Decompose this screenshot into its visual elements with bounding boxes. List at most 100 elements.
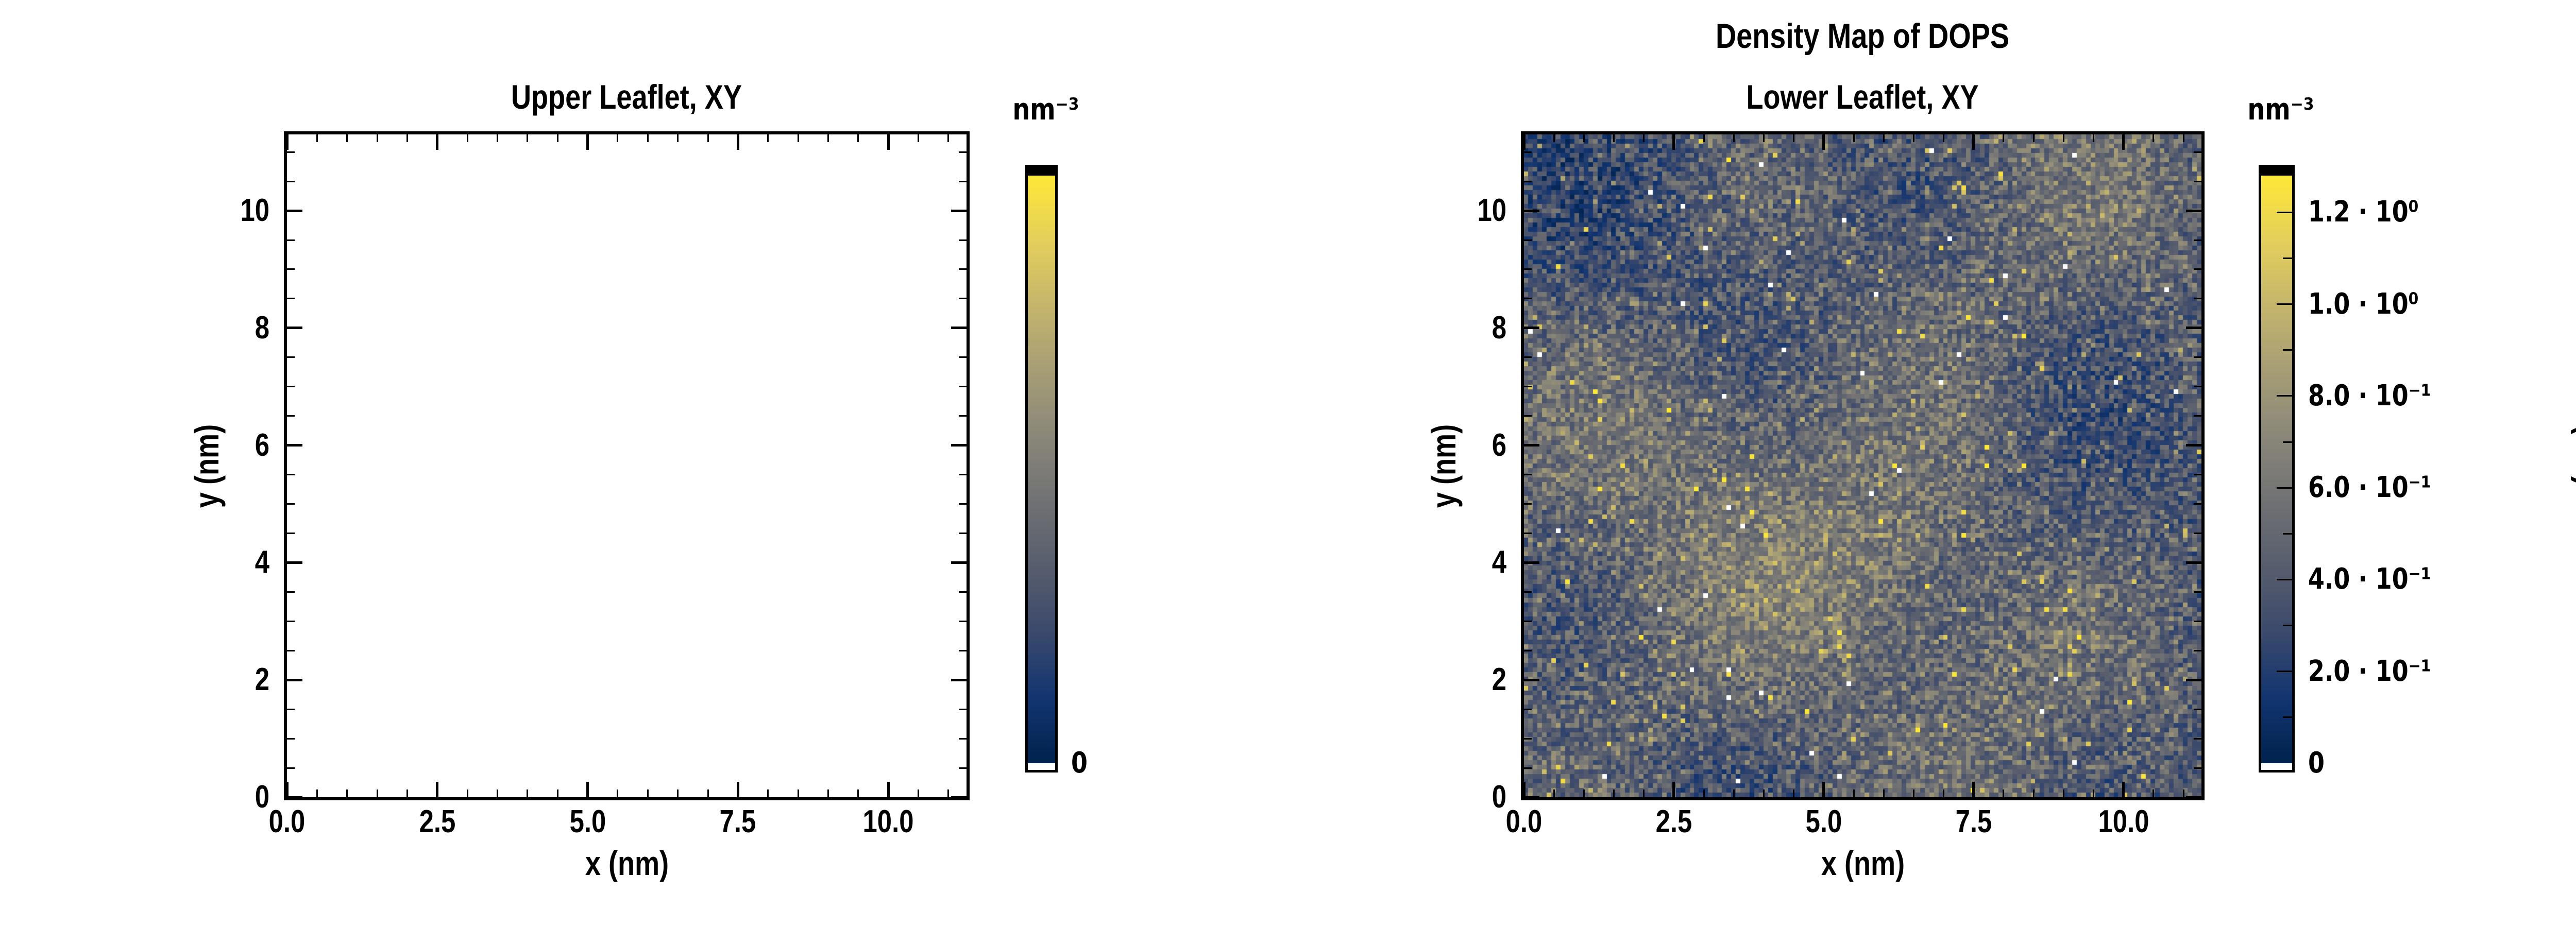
colorbar-tick <box>2277 487 2292 489</box>
y-axis-tick-right <box>959 737 967 740</box>
panel-title: Upper Leaflet, XY <box>511 78 742 116</box>
y-axis-tick-right <box>2186 796 2201 799</box>
y-axis-tick-right <box>959 591 967 593</box>
y-axis-tick <box>287 767 295 769</box>
x-axis-tick <box>1553 789 1555 797</box>
x-axis-tick-top <box>1793 134 1795 142</box>
y-axis-tick-right <box>959 298 967 300</box>
y-axis-tick-right <box>2194 239 2201 241</box>
x-axis-tick-top <box>707 134 709 142</box>
x-axis-tick-top <box>1522 134 1526 150</box>
y-axis-tick-right <box>2194 737 2201 740</box>
x-axis-tick <box>497 789 499 797</box>
y-tick-label: 8 <box>255 310 269 346</box>
y-axis-tick <box>1524 591 1532 593</box>
x-axis-tick <box>285 782 289 797</box>
y-axis-tick-right <box>2194 649 2201 651</box>
y-axis-tick <box>287 620 295 622</box>
y-axis-tick <box>287 298 295 300</box>
colorbar-tick-label: 8.0 · 10⁻¹ <box>2308 379 2432 413</box>
x-axis-tick <box>376 789 378 797</box>
y-tick-label: 2 <box>1492 662 1506 698</box>
y-axis-tick-right <box>959 767 967 769</box>
colorbar-gradient <box>1028 176 1055 763</box>
x-axis-tick-top <box>1613 134 1615 142</box>
y-axis-tick <box>1524 474 1532 476</box>
x-axis-tick-top <box>2153 134 2155 142</box>
x-axis-tick <box>827 789 829 797</box>
colorbar-tick <box>2277 578 2292 580</box>
x-axis-tick-top <box>617 134 619 142</box>
colorbar-tick <box>2277 671 2292 673</box>
x-axis-tick-top <box>527 134 529 142</box>
x-axis-tick-top <box>466 134 468 142</box>
y-axis-tick <box>1524 151 1532 153</box>
x-tick-label: 5.0 <box>1805 804 1842 839</box>
y-axis-tick-right <box>2186 327 2201 330</box>
heatmap-canvas <box>287 134 967 797</box>
heatmap-canvas <box>1524 134 2201 797</box>
y-axis-tick-right <box>959 386 967 388</box>
y-axis-tick <box>287 561 302 564</box>
y-axis-tick <box>287 796 302 799</box>
y-axis-tick-right <box>959 151 967 153</box>
y-axis-tick-right <box>951 209 967 212</box>
x-axis-tick-top <box>887 134 890 150</box>
x-axis-tick-top <box>736 134 739 150</box>
x-axis-tick <box>586 782 589 797</box>
x-tick-label: 10.0 <box>862 804 914 839</box>
x-axis-tick-top <box>1883 134 1885 142</box>
panel-title: Lower Leaflet, XY <box>1746 78 1979 116</box>
colorbar-unit-label: nm⁻³ <box>2247 92 2314 127</box>
y-axis-tick <box>287 444 302 447</box>
x-axis-tick <box>1733 789 1735 797</box>
x-axis-tick <box>1762 789 1765 797</box>
y-axis-tick-right <box>2194 532 2201 534</box>
x-axis-tick-top <box>827 134 829 142</box>
y-axis-tick <box>1524 737 1532 740</box>
y-axis-tick <box>1524 532 1532 534</box>
y-axis-tick-right <box>951 444 967 447</box>
y-axis-tick-right <box>959 474 967 476</box>
colorbar-tick-label: 4.0 · 10⁻¹ <box>2308 562 2432 596</box>
x-axis-tick <box>767 789 769 797</box>
x-axis-tick <box>2153 789 2155 797</box>
y-axis-tick-right <box>2194 180 2201 182</box>
x-axis-tick <box>2093 789 2095 797</box>
y-tick-label: −2 <box>2528 590 2576 622</box>
x-axis-tick <box>1703 789 1705 797</box>
x-tick-label: 2.5 <box>419 804 456 839</box>
x-axis-tick-top <box>677 134 679 142</box>
colorbar-tick <box>2283 625 2292 627</box>
x-tick-label: 5.0 <box>569 804 606 839</box>
x-axis-tick <box>316 789 318 797</box>
y-axis-tick <box>1524 327 1539 330</box>
y-axis-tick-right <box>959 268 967 270</box>
x-axis-tick-top <box>1553 134 1555 142</box>
y-tick-label: 4 <box>1492 544 1506 580</box>
y-axis-tick <box>1524 561 1539 564</box>
y-axis-tick <box>1524 649 1532 651</box>
figure-suptitle: Density Map of DOPS <box>1715 16 2010 56</box>
colorbar <box>1025 165 1058 772</box>
y-tick-label: 4 <box>2528 186 2576 218</box>
y-axis-tick-right <box>2186 444 2201 447</box>
colorbar-tick-label: 0 <box>2308 746 2325 780</box>
x-axis-tick-top <box>1822 134 1825 150</box>
colorbar-tick <box>2283 441 2292 443</box>
x-axis-tick <box>1943 789 1945 797</box>
x-axis-tick-top <box>376 134 378 142</box>
y-axis-tick-right <box>2186 678 2201 681</box>
y-axis-tick <box>1524 708 1532 710</box>
x-axis-tick <box>707 789 709 797</box>
y-axis-tick <box>1524 180 1532 182</box>
y-axis-tick <box>287 737 295 740</box>
x-axis-tick-top <box>1733 134 1735 142</box>
x-axis-tick <box>677 789 679 797</box>
y-axis-tick <box>287 649 295 651</box>
y-axis-tick-right <box>959 356 967 358</box>
x-axis-tick-top <box>2032 134 2035 142</box>
y-axis-tick <box>287 532 295 534</box>
x-axis-label: x (nm) <box>585 844 669 882</box>
x-axis-tick <box>1613 789 1615 797</box>
